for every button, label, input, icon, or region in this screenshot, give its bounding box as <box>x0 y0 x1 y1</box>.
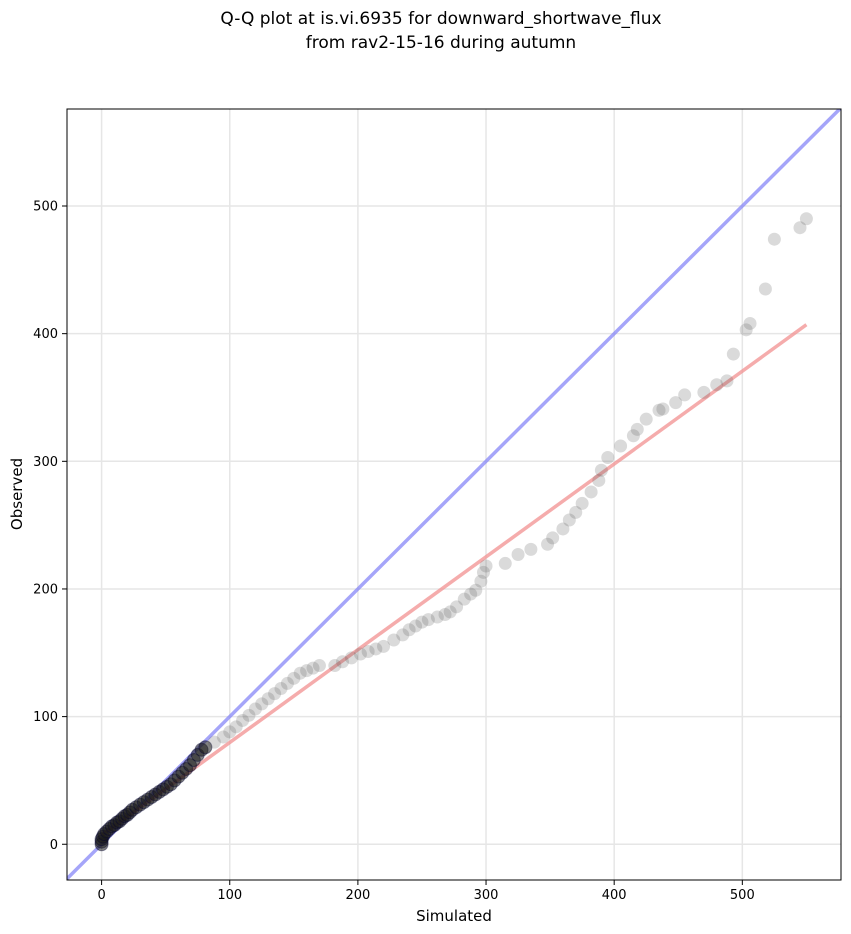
data-point <box>793 221 807 235</box>
data-point <box>469 583 483 597</box>
data-point <box>474 574 488 588</box>
data-point <box>216 730 230 744</box>
data-point <box>198 740 213 755</box>
data-point <box>336 655 350 669</box>
x-tick-label: 100 <box>217 888 242 903</box>
y-tick-label: 0 <box>50 838 58 853</box>
plot-frame <box>66 108 842 881</box>
y-tick-label: 300 <box>33 455 58 470</box>
data-point <box>377 639 391 653</box>
data-point <box>639 412 653 426</box>
data-point <box>236 713 250 727</box>
data-point <box>726 347 740 361</box>
data-point <box>626 429 640 443</box>
data-point <box>293 666 307 680</box>
data-point <box>409 619 423 633</box>
data-point <box>562 513 576 527</box>
data-point <box>479 559 493 573</box>
data-point <box>328 659 342 673</box>
data-point <box>229 720 243 734</box>
data-point <box>594 463 608 477</box>
grid-lines <box>67 109 841 880</box>
y-axis-label: Observed <box>8 458 26 530</box>
data-point <box>300 664 314 678</box>
data-point <box>720 374 734 388</box>
data-point <box>207 735 221 749</box>
data-point <box>498 556 512 570</box>
data-point <box>223 725 237 739</box>
x-tick-label: 0 <box>97 888 105 903</box>
data-point <box>306 661 320 675</box>
x-tick-label: 500 <box>730 888 755 903</box>
data-point <box>312 659 326 673</box>
fit-line <box>100 323 808 837</box>
data-point <box>438 607 452 621</box>
data-point <box>767 232 781 246</box>
y-tick-label: 200 <box>33 582 58 597</box>
data-point <box>546 531 560 545</box>
data-point <box>511 547 525 561</box>
data-point <box>592 473 606 487</box>
data-point <box>476 565 490 579</box>
data-point <box>261 692 275 706</box>
x-tick-label: 400 <box>602 888 627 903</box>
data-point <box>396 628 410 642</box>
data-point <box>248 702 262 716</box>
data-point <box>710 378 724 392</box>
x-tick-label: 300 <box>474 888 499 903</box>
data-point <box>457 592 471 606</box>
data-point <box>584 485 598 499</box>
data-point <box>369 642 383 656</box>
data-point <box>287 671 301 685</box>
chart-title-line1: Q-Q plot at is.vi.6935 for downward_shor… <box>220 9 661 29</box>
data-point <box>743 316 757 330</box>
x-tick-label: 200 <box>345 888 370 903</box>
data-point <box>344 651 358 665</box>
data-point <box>601 450 615 464</box>
data-point <box>387 633 401 647</box>
data-point <box>541 537 555 551</box>
data-point <box>524 542 538 556</box>
data-point <box>678 388 692 402</box>
data-point <box>630 422 644 436</box>
data-point <box>450 600 464 614</box>
chart-title-line2: from rav2-15-16 during autumn <box>306 33 576 53</box>
data-point <box>652 403 666 417</box>
data-point <box>402 623 416 637</box>
data-point <box>268 687 282 701</box>
data-point <box>669 396 683 410</box>
y-tick-label: 500 <box>33 200 58 215</box>
data-point <box>255 697 269 711</box>
data-point <box>464 587 478 601</box>
data-point <box>799 212 813 226</box>
data-point <box>556 522 570 536</box>
data-point <box>430 610 444 624</box>
data-point <box>739 323 753 337</box>
data-point <box>280 676 294 690</box>
y-tick-label: 100 <box>33 710 58 725</box>
data-point <box>575 496 589 510</box>
data-point <box>569 505 583 519</box>
x-axis-label: Simulated <box>416 907 492 925</box>
data-point <box>758 282 772 296</box>
data-point <box>361 645 375 659</box>
data-point <box>656 402 670 416</box>
y-tick-label: 400 <box>33 327 58 342</box>
data-point <box>415 615 429 629</box>
data-point <box>697 385 711 399</box>
data-point <box>421 613 435 627</box>
data-point <box>274 682 288 696</box>
data-point <box>443 605 457 619</box>
data-point <box>614 439 628 453</box>
data-point <box>242 708 256 722</box>
data-point <box>353 647 367 661</box>
